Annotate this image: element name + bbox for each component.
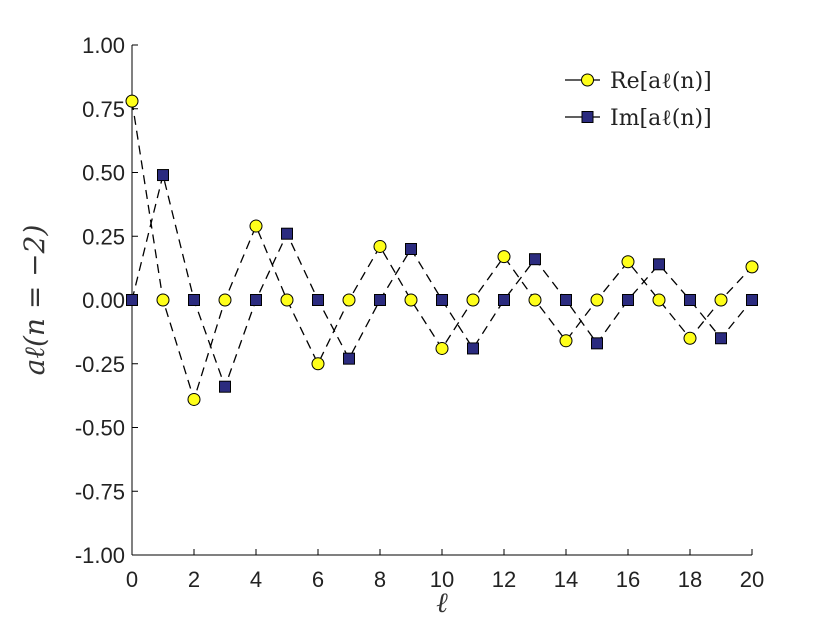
y-ticks: 1.00 0.75 0.50 0.25 0.00 -0.25 -0.50 -0.75 -1.00 — [75, 33, 138, 568]
data-point-im — [157, 169, 169, 182]
x-tick-label: 20 — [740, 567, 764, 592]
x-tick-label: 0 — [126, 567, 138, 592]
data-point-re — [528, 293, 542, 307]
y-tick-label: 0.25 — [82, 224, 125, 249]
data-point-re — [435, 341, 449, 355]
data-point-im — [312, 294, 324, 306]
y-tick-label: 0.00 — [82, 288, 125, 313]
data-point-re — [590, 293, 604, 307]
x-tick-label: 16 — [616, 567, 640, 592]
series-markers — [125, 94, 759, 406]
y-tick-label: -0.25 — [75, 352, 125, 377]
data-point-im — [188, 294, 200, 306]
data-point-im — [715, 332, 727, 345]
x-axis-label: ℓ — [436, 586, 448, 619]
series-line-1 — [131, 174, 753, 389]
legend-marker-square — [581, 111, 594, 123]
x-tick-label: 10 — [430, 567, 454, 592]
data-point-re — [156, 293, 170, 307]
data-point-re — [714, 293, 728, 307]
data-point-re — [280, 293, 294, 307]
data-point-im — [436, 294, 448, 306]
x-tick-label: 8 — [374, 567, 386, 592]
data-point-im — [126, 294, 138, 306]
data-point-im — [219, 380, 231, 393]
data-point-re — [187, 392, 201, 406]
x-ticks: 0 2 4 6 8 10 12 14 16 18 20 — [126, 549, 764, 592]
data-point-re — [342, 293, 356, 307]
x-tick-label: 2 — [188, 567, 200, 592]
data-point-re — [249, 219, 263, 233]
data-point-re — [466, 293, 480, 307]
y-tick-label: 1.00 — [82, 33, 125, 58]
data-point-im — [467, 342, 479, 355]
legend-marker-circle — [581, 73, 594, 87]
data-point-im — [653, 258, 665, 271]
data-point-im — [498, 294, 510, 306]
data-point-im — [529, 253, 541, 266]
y-axis-label: aℓ(n = −2) — [18, 225, 51, 376]
data-point-im — [746, 294, 758, 306]
x-tick-label: 18 — [678, 567, 702, 592]
data-point-re — [311, 357, 325, 371]
y-tick-label: -0.50 — [75, 416, 125, 441]
data-point-im — [281, 227, 293, 240]
data-point-re — [621, 255, 635, 269]
x-tick-label: 6 — [312, 567, 324, 592]
x-tick-label: 14 — [554, 567, 578, 592]
data-point-im — [591, 337, 603, 350]
data-point-im — [684, 294, 696, 306]
legend-label: Im[aℓ(n)] — [610, 106, 712, 131]
data-point-re — [745, 260, 759, 274]
data-point-re — [683, 331, 697, 345]
data-point-re — [125, 94, 139, 108]
data-point-re — [559, 334, 573, 348]
x-tick-label: 12 — [492, 567, 516, 592]
legend: Re[aℓ(n)] Im[aℓ(n)] — [565, 69, 712, 131]
data-point-im — [250, 294, 262, 306]
data-point-re — [373, 239, 387, 253]
data-point-re — [218, 293, 232, 307]
data-point-re — [497, 250, 511, 264]
y-tick-label: 0.50 — [82, 161, 125, 186]
y-tick-label: 0.75 — [82, 97, 125, 122]
y-tick-label: -0.75 — [75, 479, 125, 504]
data-point-im — [405, 243, 417, 255]
y-axis-label-text: aℓ(n = −2) — [18, 225, 51, 376]
y-tick-label: -1.00 — [75, 543, 125, 568]
data-point-re — [652, 293, 666, 307]
data-point-im — [560, 294, 572, 306]
data-point-re — [404, 293, 418, 307]
x-tick-label: 4 — [250, 567, 262, 592]
data-point-im — [374, 294, 386, 306]
data-point-im — [343, 352, 355, 365]
legend-label: Re[aℓ(n)] — [610, 69, 712, 94]
data-point-im — [622, 294, 634, 306]
